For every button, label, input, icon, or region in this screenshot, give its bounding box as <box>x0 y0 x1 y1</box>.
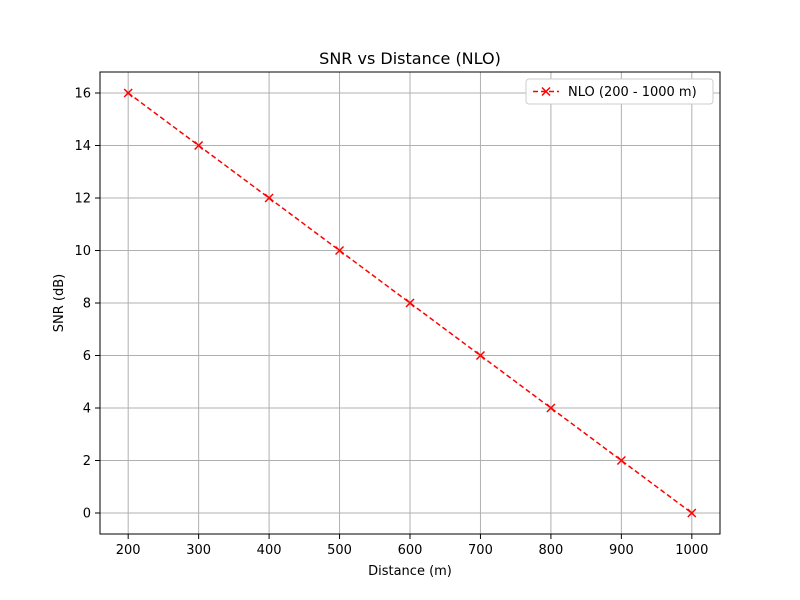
y-tick-label: 8 <box>83 297 91 312</box>
x-tick-label: 600 <box>398 543 423 558</box>
series-line <box>127 92 693 514</box>
legend: NLO (200 - 1000 m) <box>525 78 714 105</box>
chart-title: SNR vs Distance (NLO) <box>319 49 501 68</box>
data-point-marker-stroke <box>194 140 204 151</box>
tick-layer: 200 300 400 500 600 700 800 900 1000 0 2 4 6 8 10 12 14 1… <box>74 87 708 559</box>
x-axis-label: Distance (m) <box>368 564 452 579</box>
x-tick-label: 800 <box>538 543 563 558</box>
y-tick-label: 0 <box>83 507 91 522</box>
data-point-marker-stroke <box>405 298 415 308</box>
data-point-marker <box>687 508 697 518</box>
y-tick-label: 16 <box>74 87 91 102</box>
legend-label: NLO (200 - 1000 m) <box>568 85 697 100</box>
data-point-marker-stroke <box>264 193 274 203</box>
y-tick-label: 12 <box>74 192 91 207</box>
x-tick-label: 200 <box>116 543 141 558</box>
y-tick-label: 10 <box>74 244 91 259</box>
data-point-marker <box>194 140 204 151</box>
legend-x-marker-stroke <box>541 86 551 97</box>
data-point-marker-stroke <box>123 88 133 98</box>
data-point-marker-stroke <box>687 508 697 518</box>
data-point-marker <box>264 193 274 203</box>
y-tick-label: 2 <box>83 454 91 469</box>
x-tick-label: 700 <box>468 543 493 558</box>
data-point-marker-stroke <box>475 350 485 361</box>
legend-box <box>525 78 714 105</box>
data-point-marker <box>123 88 133 98</box>
y-axis-label: SNR (dB) <box>52 274 67 332</box>
x-tick-label: 900 <box>609 543 634 558</box>
x-tick-label: 400 <box>257 543 282 558</box>
y-tick-label: 4 <box>83 402 91 417</box>
series-layer <box>123 88 697 518</box>
x-tick-label: 300 <box>186 543 211 558</box>
data-point-marker-stroke <box>546 403 556 413</box>
data-point-marker <box>335 245 345 256</box>
data-point-marker <box>616 455 626 466</box>
x-tick-label: 1000 <box>675 543 708 558</box>
data-point-marker <box>405 298 415 308</box>
y-tick-label: 6 <box>83 349 91 364</box>
data-point-marker <box>546 403 556 413</box>
data-point-marker <box>475 350 485 361</box>
data-point-marker-stroke <box>616 455 626 466</box>
legend-x-marker <box>541 86 551 97</box>
legend-marker-x <box>541 86 551 97</box>
data-point-marker-stroke <box>335 245 345 256</box>
x-tick-label: 500 <box>327 543 352 558</box>
y-tick-label: 14 <box>74 139 91 154</box>
